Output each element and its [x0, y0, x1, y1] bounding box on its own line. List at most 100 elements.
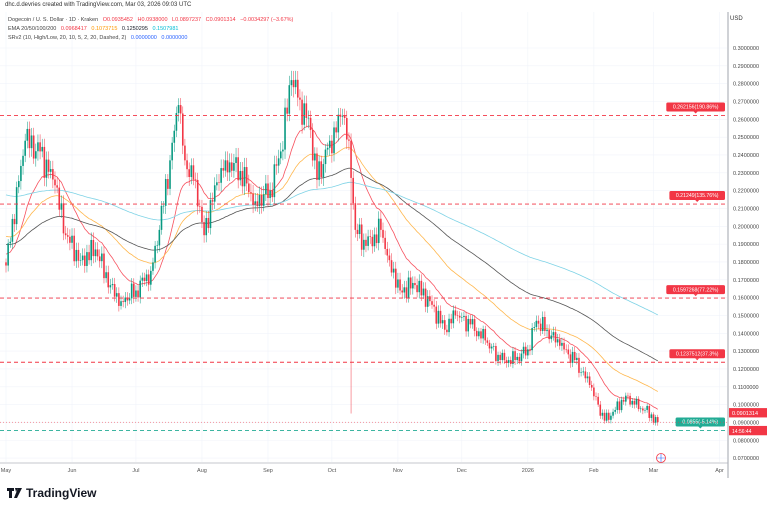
candle-body	[390, 260, 393, 273]
candle	[164, 174, 167, 214]
candle-body	[377, 218, 380, 244]
resistance-level-label: 0.21249(135.76%)	[669, 191, 725, 203]
candle-body	[241, 171, 244, 187]
candle-body	[207, 217, 210, 229]
y-tick-label: 0.1600000	[733, 296, 759, 302]
candle	[629, 392, 631, 407]
candle-body	[384, 237, 386, 249]
candle	[177, 98, 180, 122]
candle-body	[499, 354, 501, 361]
candle-body	[529, 349, 531, 351]
candle-body	[639, 408, 642, 410]
candle	[471, 315, 474, 329]
candle	[539, 318, 542, 336]
candle-body	[539, 323, 542, 331]
candle	[565, 344, 567, 353]
candle-body	[478, 331, 480, 337]
candle-body	[133, 283, 135, 297]
candle	[228, 153, 231, 182]
currency-label[interactable]: USD	[730, 16, 743, 22]
candle	[318, 155, 320, 187]
candle	[188, 162, 190, 186]
candle	[569, 349, 572, 368]
candle-body	[190, 165, 193, 178]
candle-body	[365, 239, 367, 246]
candle-body	[203, 222, 205, 236]
symbol-label[interactable]: Dogecoin / U. S. Dollar · 1D · Kraken	[8, 17, 99, 23]
candle	[45, 151, 48, 187]
candle	[546, 324, 548, 337]
candle	[586, 372, 589, 383]
candle	[548, 324, 550, 344]
candle-body	[380, 218, 382, 230]
candle	[77, 242, 80, 268]
sr-title[interactable]: SRv2 (10, High/Low, 20, 10, 5, 2, 20, Da…	[8, 35, 127, 41]
candle-body	[616, 401, 619, 410]
candle	[605, 409, 608, 423]
candle-body	[60, 203, 63, 210]
candle-body	[181, 113, 184, 146]
level-label-box	[669, 191, 725, 201]
candle-body	[599, 404, 602, 416]
candle	[524, 342, 527, 360]
candle-body	[199, 206, 201, 208]
candle-body	[331, 140, 333, 154]
candle	[435, 300, 438, 330]
candle-body	[7, 243, 9, 266]
candle	[103, 246, 105, 284]
candle	[322, 158, 325, 186]
candle	[288, 75, 291, 122]
candle-body	[328, 140, 331, 148]
candle-body	[130, 283, 133, 299]
candle-body	[363, 239, 365, 250]
candle-body	[158, 229, 161, 246]
candle-body	[426, 296, 429, 307]
candle	[205, 211, 208, 243]
candle-body	[629, 395, 631, 405]
candle-body	[71, 235, 73, 243]
candle-body	[375, 234, 378, 244]
candle	[30, 127, 33, 157]
candle	[35, 143, 37, 167]
candle-body	[17, 181, 20, 188]
last-price-box	[729, 408, 767, 418]
candle	[199, 199, 201, 213]
candle	[290, 70, 293, 96]
candle-body	[556, 339, 559, 343]
candle	[248, 174, 250, 198]
candle	[326, 142, 329, 156]
candle	[343, 108, 346, 125]
y-tick-label: 0.1800000	[733, 260, 759, 266]
y-tick-label: 0.2500000	[733, 135, 759, 141]
candle-body	[646, 405, 648, 410]
candle-body	[15, 187, 18, 225]
candle-body	[164, 179, 167, 206]
resistance-level-label: 0.1597268(77.22%)	[666, 285, 725, 297]
candle	[465, 311, 467, 337]
candle	[401, 284, 403, 299]
candle-body	[303, 103, 305, 125]
candle-body	[309, 117, 312, 131]
candle-body	[642, 408, 644, 411]
candle	[143, 272, 146, 286]
candle-body	[194, 179, 197, 181]
candle	[92, 232, 95, 264]
candle	[571, 346, 574, 368]
candle	[531, 323, 533, 355]
candle-body	[9, 241, 12, 244]
candle-body	[173, 130, 176, 143]
candle	[409, 270, 412, 295]
candle-body	[546, 329, 548, 332]
candle	[7, 239, 9, 272]
candle-body	[607, 412, 610, 420]
candle	[49, 160, 52, 179]
level-label-text: 0.262156(190.86%)	[673, 105, 719, 111]
candle	[190, 158, 193, 185]
candle-body	[269, 190, 271, 199]
candle	[305, 95, 308, 128]
candle-body	[516, 356, 518, 361]
ema-title[interactable]: EMA 20/50/100/200	[8, 26, 57, 32]
candle	[484, 325, 487, 345]
candle-body	[250, 192, 252, 194]
